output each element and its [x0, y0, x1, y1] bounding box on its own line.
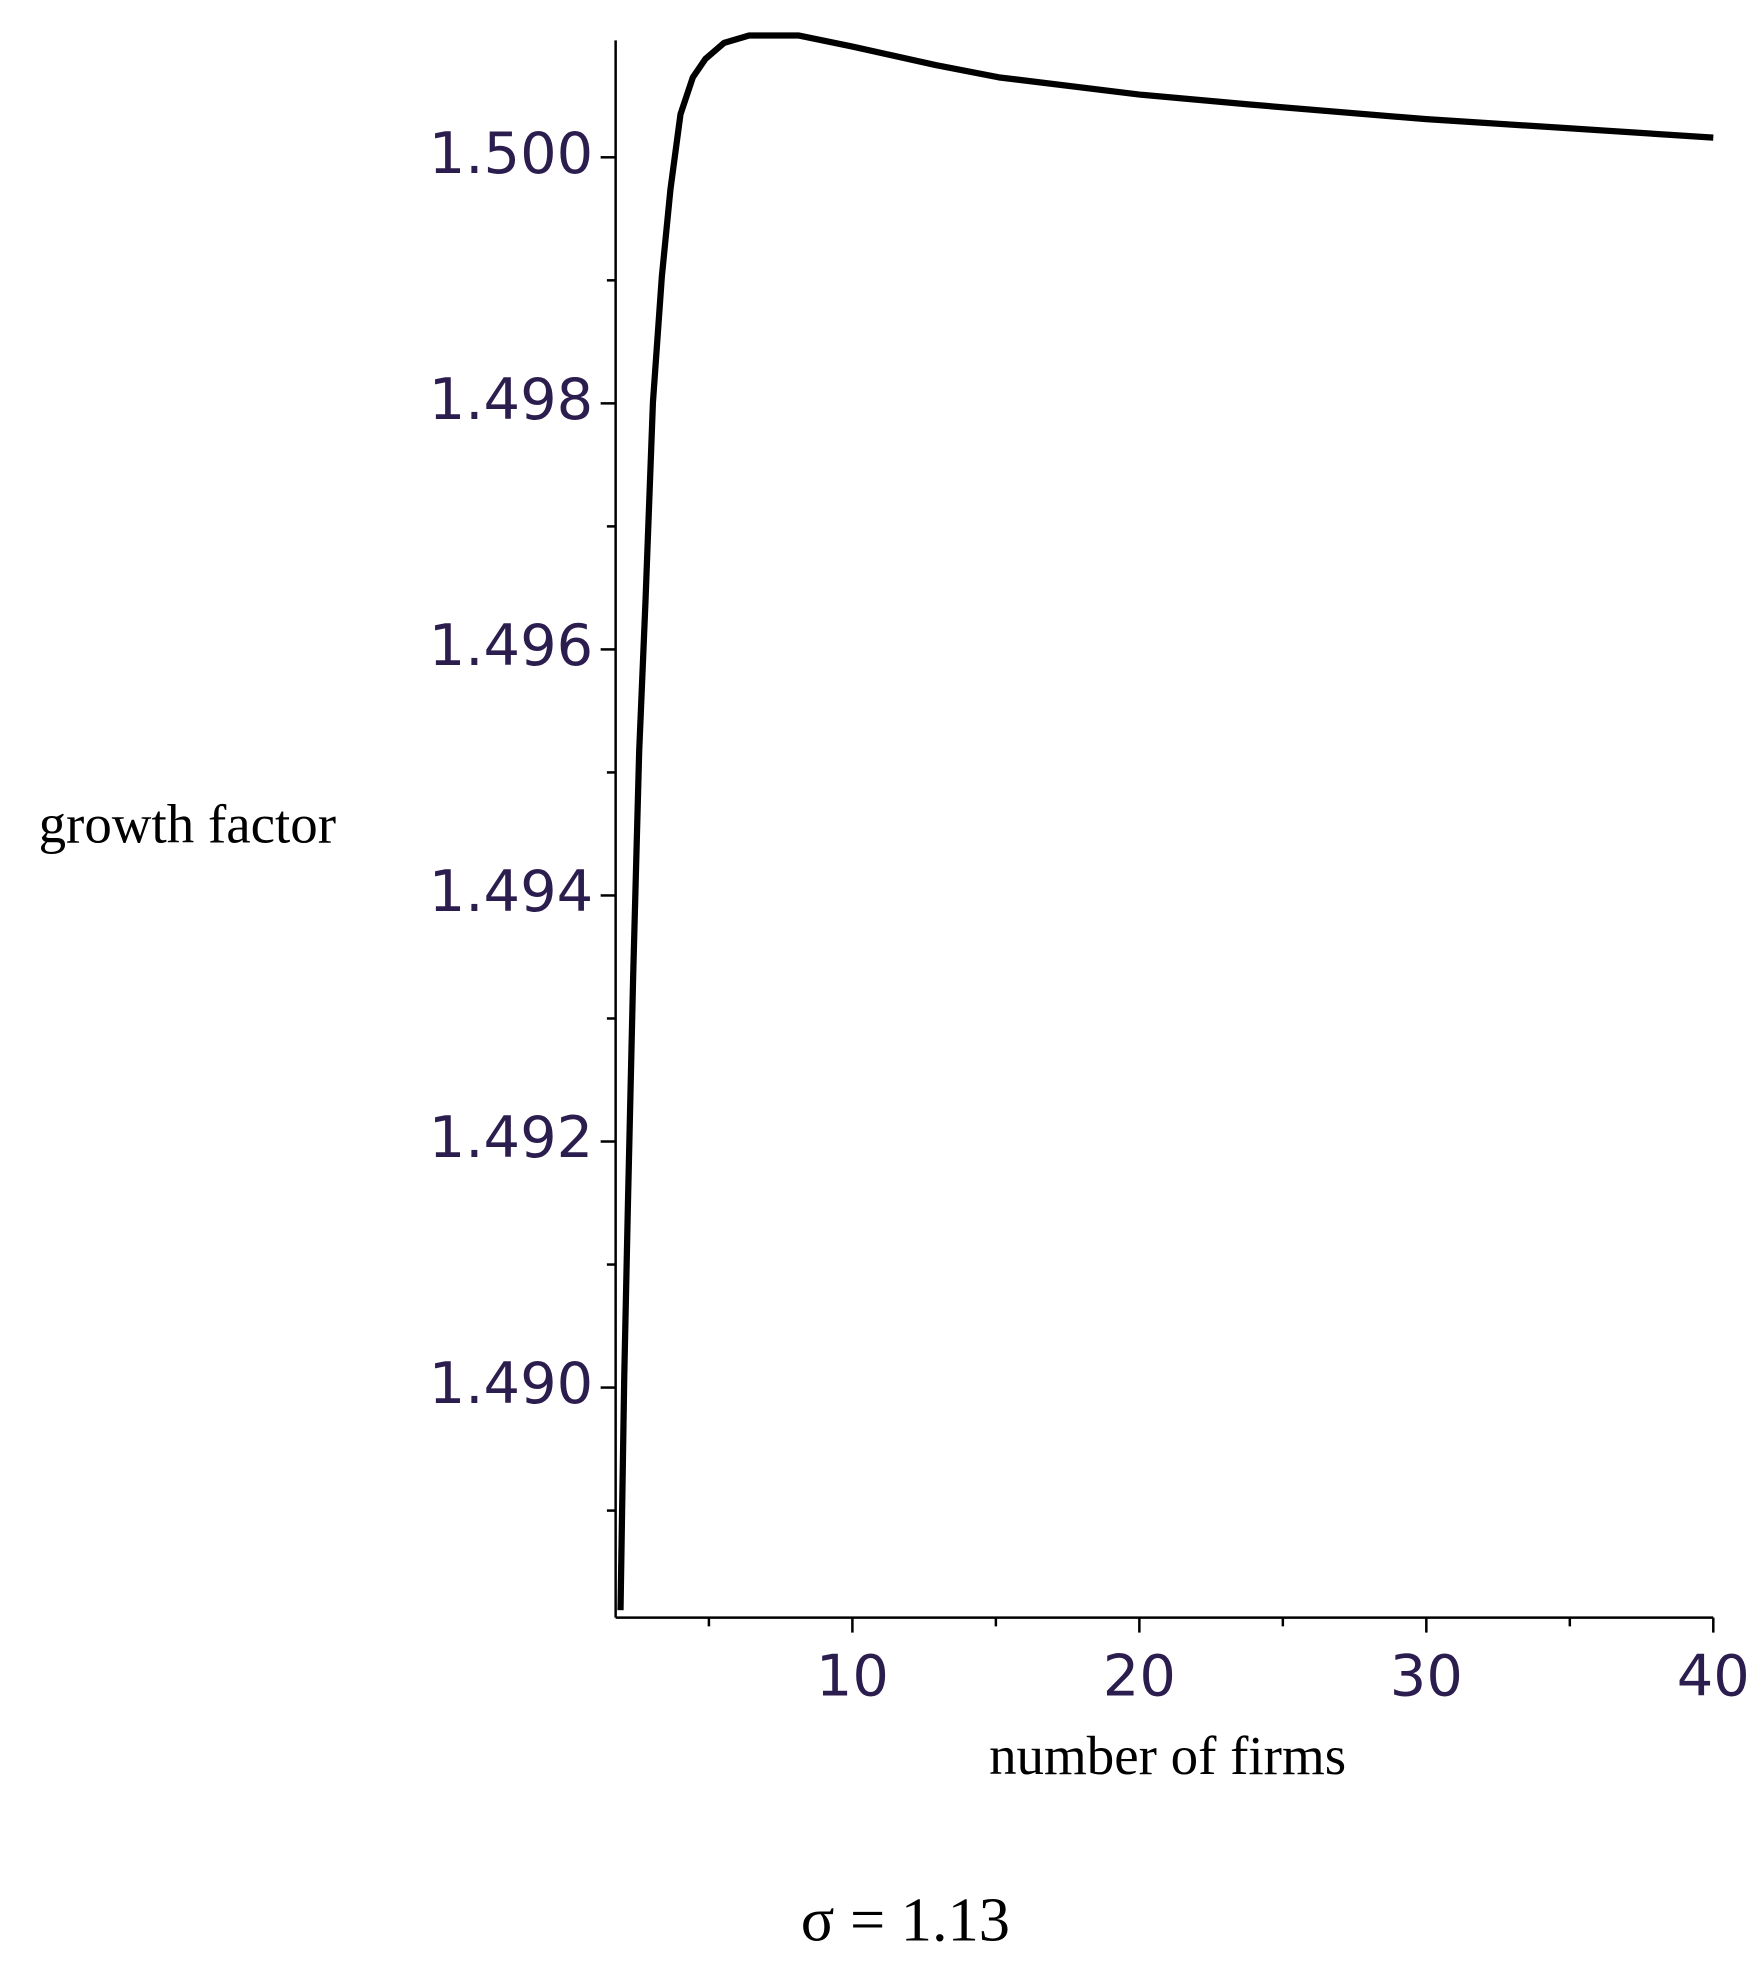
caption: σ = 1.13: [801, 1884, 1010, 1954]
x-axis-title: number of firms: [989, 1725, 1346, 1786]
y-tick-label: 1.496: [429, 612, 593, 679]
x-tick-label: 10: [816, 1643, 889, 1710]
y-tick-label: 1.500: [429, 120, 593, 187]
y-axis-title: growth factor: [39, 793, 336, 854]
y-tick-label: 1.498: [429, 366, 593, 433]
y-tick-label: 1.492: [429, 1104, 593, 1171]
y-tick-label: 1.490: [429, 1350, 593, 1417]
x-tick-label: 20: [1103, 1643, 1176, 1710]
x-tick-label: 40: [1677, 1643, 1750, 1710]
line: [617, 32, 1714, 1611]
x-tick-label: 30: [1390, 1643, 1463, 1710]
y-tick-label: 1.494: [429, 858, 593, 925]
